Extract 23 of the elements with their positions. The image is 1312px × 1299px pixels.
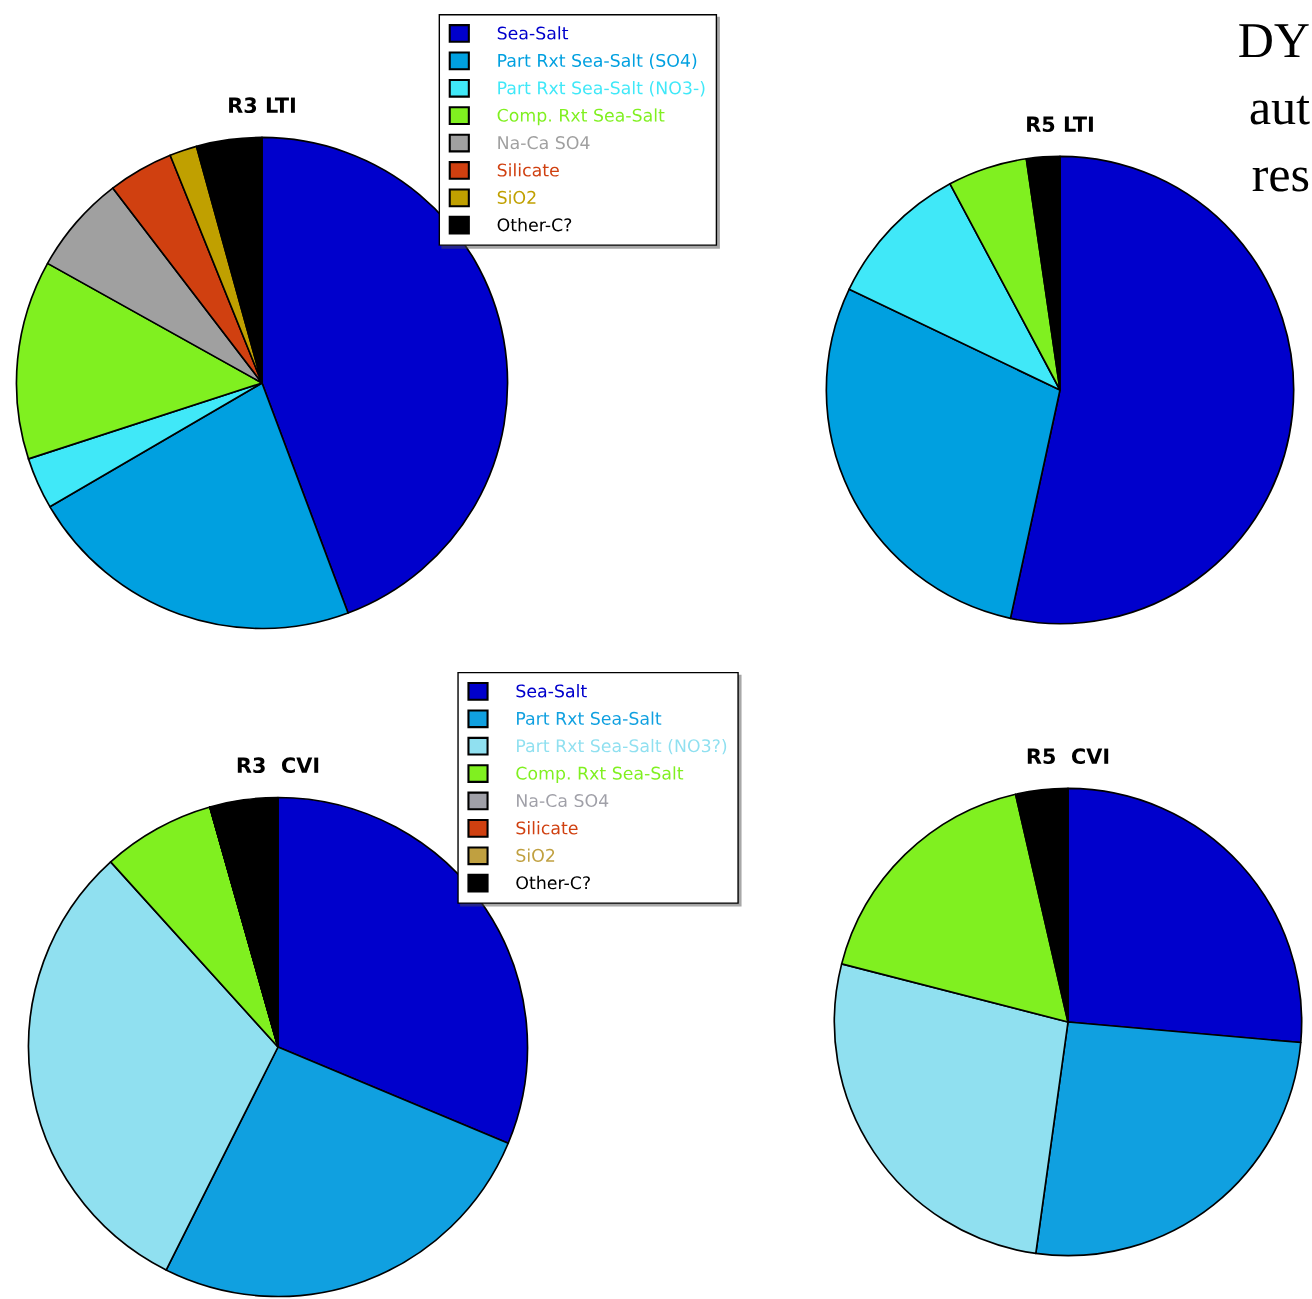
text: R3 LTI xyxy=(229,97,295,114)
legend-label: SiO2 xyxy=(516,848,555,862)
legend-label: Na-Ca SO4 xyxy=(498,136,590,150)
chart-title: R5 LTI xyxy=(1027,116,1093,133)
legend-label: Sea-Salt xyxy=(497,26,569,40)
legend-label: Na-Ca SO4 xyxy=(517,793,609,808)
legend-label: Part Rxt Sea-Salt xyxy=(517,711,662,725)
text: aut xyxy=(1250,95,1310,125)
legend-label: Part Rxt Sea-Salt (SO4) xyxy=(498,53,697,70)
legend-label: Part Rxt Sea-Salt (NO3-) xyxy=(498,80,705,97)
legend-label: Other-C? xyxy=(516,875,590,890)
legend-label: Other-C? xyxy=(497,217,572,232)
chart-title: R5 CVI xyxy=(1027,748,1109,765)
legend-label: Comp. Rxt Sea-Salt xyxy=(516,766,684,784)
legend-label: Comp. Rxt Sea-Salt xyxy=(497,108,665,126)
text: R3 CVI xyxy=(237,757,319,774)
legend-label: Silicate xyxy=(497,163,559,177)
legend-label: Part Rxt Sea-Salt (NO3?) xyxy=(517,738,727,755)
legend-label: Sea-Salt xyxy=(516,684,587,698)
text: res xyxy=(1252,167,1309,192)
text: DY xyxy=(1239,24,1309,58)
legend-label: SiO2 xyxy=(497,190,536,204)
legend-label: Silicate xyxy=(516,821,578,835)
